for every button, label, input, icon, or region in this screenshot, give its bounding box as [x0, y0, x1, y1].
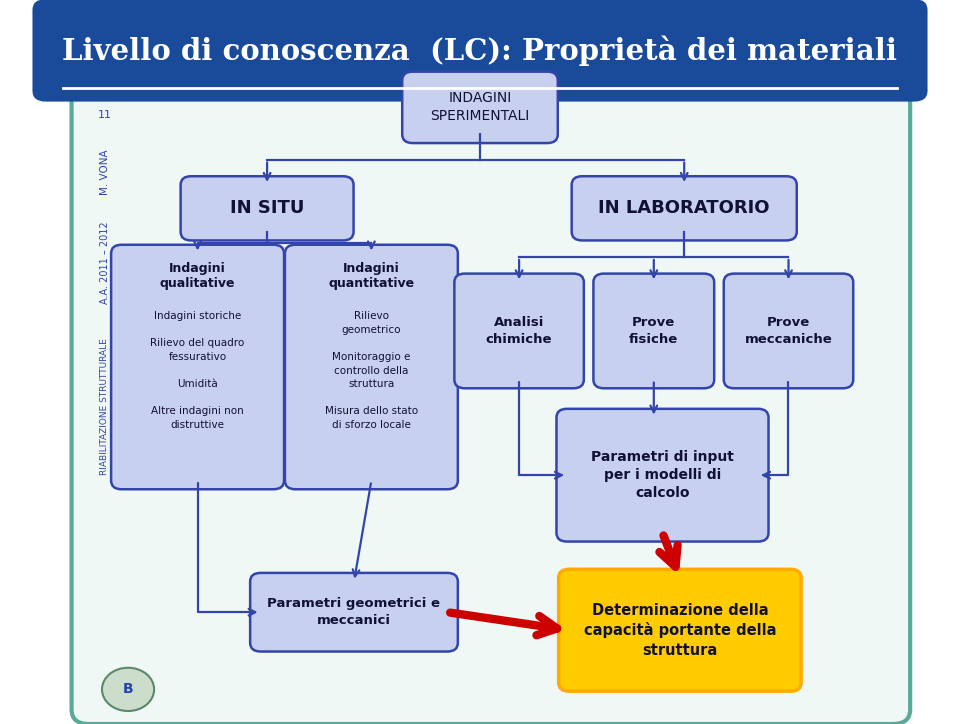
Text: IN SITU: IN SITU	[229, 199, 304, 217]
Text: Indagini
quantitative: Indagini quantitative	[328, 262, 415, 290]
Text: Prove
fisiche: Prove fisiche	[629, 316, 679, 345]
Text: Analisi
chimiche: Analisi chimiche	[486, 316, 552, 345]
FancyBboxPatch shape	[559, 569, 801, 691]
FancyBboxPatch shape	[593, 274, 714, 388]
FancyBboxPatch shape	[724, 274, 853, 388]
Text: Indagini storiche

Rilievo del quadro
fessurativo

Umidità

Altre indagini non
d: Indagini storiche Rilievo del quadro fes…	[151, 311, 245, 430]
Text: Indagini
qualitative: Indagini qualitative	[159, 262, 235, 290]
FancyBboxPatch shape	[285, 245, 458, 489]
Text: A.A. 2011 – 2012: A.A. 2011 – 2012	[100, 221, 109, 304]
Circle shape	[102, 668, 155, 711]
FancyBboxPatch shape	[454, 274, 584, 388]
FancyBboxPatch shape	[72, 85, 910, 724]
FancyBboxPatch shape	[33, 0, 927, 101]
Text: Parametri geometrici e
meccanici: Parametri geometrici e meccanici	[268, 597, 441, 627]
Text: Parametri di input
per i modelli di
calcolo: Parametri di input per i modelli di calc…	[591, 450, 734, 500]
Text: 11: 11	[98, 109, 111, 119]
FancyBboxPatch shape	[111, 245, 284, 489]
Text: INDAGINI
SPERIMENTALI: INDAGINI SPERIMENTALI	[430, 91, 530, 123]
FancyBboxPatch shape	[402, 72, 558, 143]
FancyBboxPatch shape	[251, 573, 458, 652]
FancyBboxPatch shape	[557, 409, 769, 542]
FancyBboxPatch shape	[571, 176, 797, 240]
Text: B: B	[123, 683, 133, 696]
Text: Livello di conoscenza  (LC): Proprietà dei materiali: Livello di conoscenza (LC): Proprietà de…	[62, 35, 898, 66]
Text: Determinazione della
capacità portante della
struttura: Determinazione della capacità portante d…	[584, 603, 776, 657]
Text: Prove
meccaniche: Prove meccaniche	[745, 316, 832, 345]
FancyBboxPatch shape	[180, 176, 353, 240]
Text: IN LABORATORIO: IN LABORATORIO	[598, 199, 770, 217]
Text: RIABILITAZIONE STRUTTURALE: RIABILITAZIONE STRUTTURALE	[100, 338, 109, 475]
Text: Rilievo
geometrico

Monitoraggio e
controllo della
struttura

Misura dello stato: Rilievo geometrico Monitoraggio e contro…	[324, 311, 418, 430]
Text: M. VONA: M. VONA	[100, 149, 109, 195]
